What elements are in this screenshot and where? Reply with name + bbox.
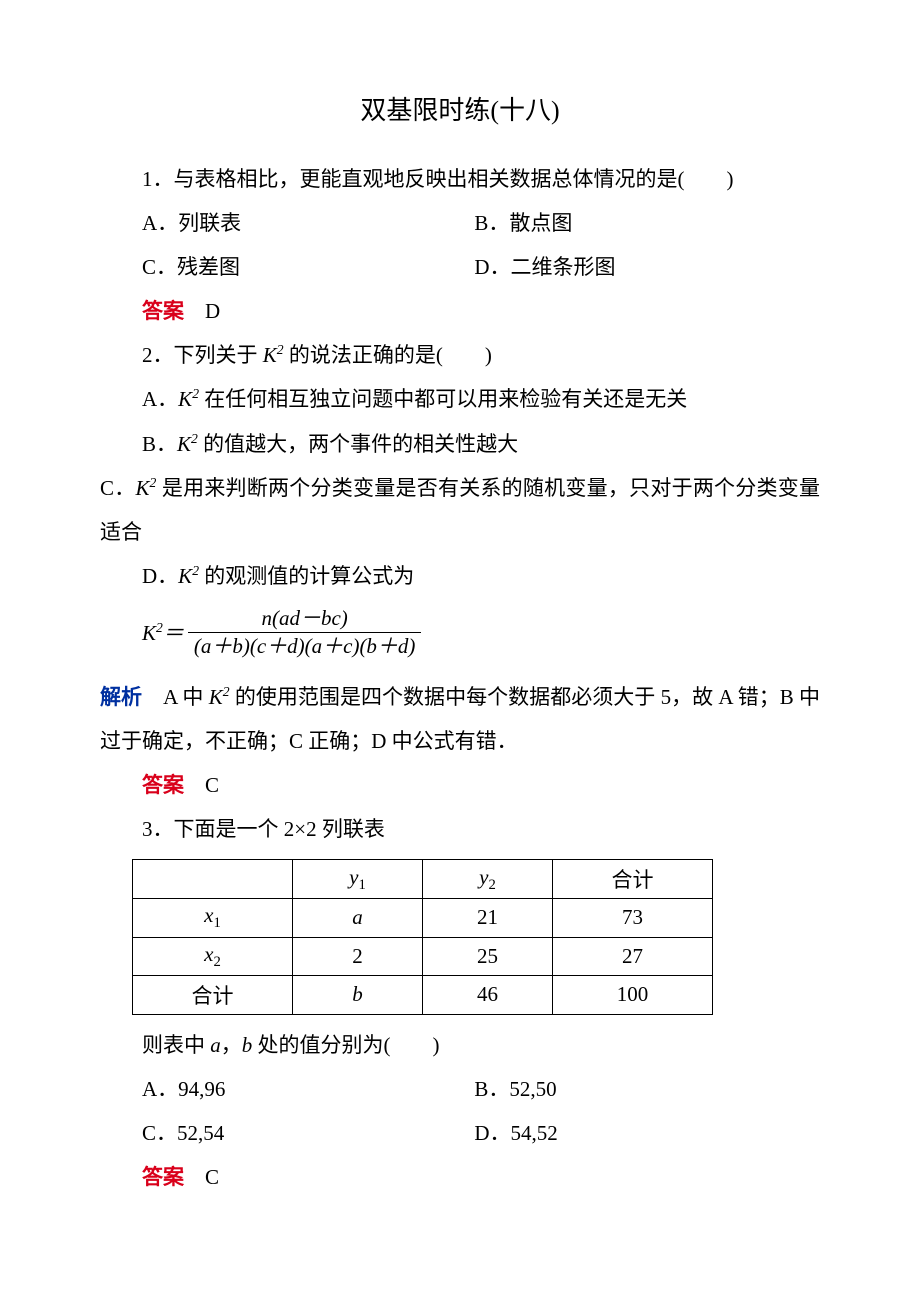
q3-r1c3: 27 <box>553 937 713 975</box>
q1-answer-line: 答案 D <box>100 289 820 333</box>
q3-option-b: B．52,50 <box>474 1067 820 1111</box>
q3-answer-line: 答案 C <box>100 1155 820 1199</box>
q2-stem-prefix: 2．下列关于 <box>142 343 258 367</box>
q3-r2c2: 46 <box>423 975 553 1014</box>
q3-r1c0: x2 <box>133 937 293 975</box>
q3-h1: y1 <box>293 860 423 899</box>
q1-option-d: D．二维条形图 <box>474 245 820 289</box>
q3-row-cd: C．52,54 D．54,52 <box>100 1111 820 1155</box>
q2-option-b: B．K2 的值越大，两个事件的相关性越大 <box>100 422 820 466</box>
q2-option-d: D．K2 的观测值的计算公式为 <box>100 554 820 598</box>
q3-h0 <box>133 860 293 899</box>
table-row: x2 2 25 27 <box>133 937 713 975</box>
q2-option-c: C．K2 是用来判断两个分类变量是否有关系的随机变量，只对于两个分类变量适合 <box>100 466 820 554</box>
q3-r0c2: 21 <box>423 899 553 937</box>
table-row: y1 y2 合计 <box>133 860 713 899</box>
q2-fraction: n(ad－bc) (a＋b)(c＋d)(a＋c)(b＋d) <box>184 608 426 657</box>
page: 双基限时练(十八) 1．与表格相比，更能直观地反映出相关数据总体情况的是( ) … <box>0 0 920 1302</box>
q1-option-a: A．列联表 <box>100 201 446 245</box>
q1-row-cd: C．残差图 D．二维条形图 <box>100 245 820 289</box>
q3-r1c1: 2 <box>293 937 423 975</box>
q3-r2c3: 100 <box>553 975 713 1014</box>
answer-label: 答案 <box>142 1165 184 1189</box>
q3-option-a: A．94,96 <box>100 1067 446 1111</box>
q3-stem: 3．下面是一个 2×2 列联表 <box>100 807 820 851</box>
q1-option-c: C．残差图 <box>100 245 446 289</box>
q3-tail: 则表中 a，b 处的值分别为( ) <box>100 1023 820 1067</box>
q2-formula-num: n(ad－bc) <box>188 608 422 633</box>
answer-label: 答案 <box>142 299 184 323</box>
answer-label: 答案 <box>142 773 184 797</box>
q1-option-b: B．散点图 <box>474 201 820 245</box>
q3-r1c2: 25 <box>423 937 553 975</box>
q1-row-ab: A．列联表 B．散点图 <box>100 201 820 245</box>
q3-r0c0: x1 <box>133 899 293 937</box>
q2-answer: C <box>205 773 219 797</box>
analysis-label: 解析 <box>100 685 142 709</box>
q2-stem-var: K2 <box>263 343 284 367</box>
q1-answer: D <box>205 299 220 323</box>
q3-r2c0: 合计 <box>133 975 293 1014</box>
q2-answer-line: 答案 C <box>100 763 820 807</box>
table-row: x1 a 21 73 <box>133 899 713 937</box>
q2-analysis: 解析 A 中 K2 的使用范围是四个数据中每个数据都必须大于 5，故 A 错；B… <box>100 675 820 763</box>
q1-stem: 1．与表格相比，更能直观地反映出相关数据总体情况的是( ) <box>100 157 820 201</box>
q2-stem: 2．下列关于 K2 的说法正确的是( ) <box>100 333 820 377</box>
q3-answer: C <box>205 1165 219 1189</box>
q3-r0c1: a <box>293 899 423 937</box>
q2-option-a: A．K2 在任何相互独立问题中都可以用来检验有关还是无关 <box>100 377 820 421</box>
page-title: 双基限时练(十八) <box>100 90 820 127</box>
q3-option-c: C．52,54 <box>100 1111 446 1155</box>
q3-r2c1: b <box>293 975 423 1014</box>
q3-h2: y2 <box>423 860 553 899</box>
q3-h3: 合计 <box>553 860 713 899</box>
q3-option-d: D．54,52 <box>474 1111 820 1155</box>
q2-formula: K2＝ n(ad－bc) (a＋b)(c＋d)(a＋c)(b＋d) <box>142 598 820 675</box>
table-row: 合计 b 46 100 <box>133 975 713 1014</box>
q3-row-ab: A．94,96 B．52,50 <box>100 1067 820 1111</box>
q3-r0c3: 73 <box>553 899 713 937</box>
q3-table: y1 y2 合计 x1 a 21 73 x2 2 25 27 合计 b 46 1… <box>132 859 713 1014</box>
q2-stem-suffix: 的说法正确的是( ) <box>289 343 492 367</box>
q2-formula-den: (a＋b)(c＋d)(a＋c)(b＋d) <box>188 633 422 657</box>
